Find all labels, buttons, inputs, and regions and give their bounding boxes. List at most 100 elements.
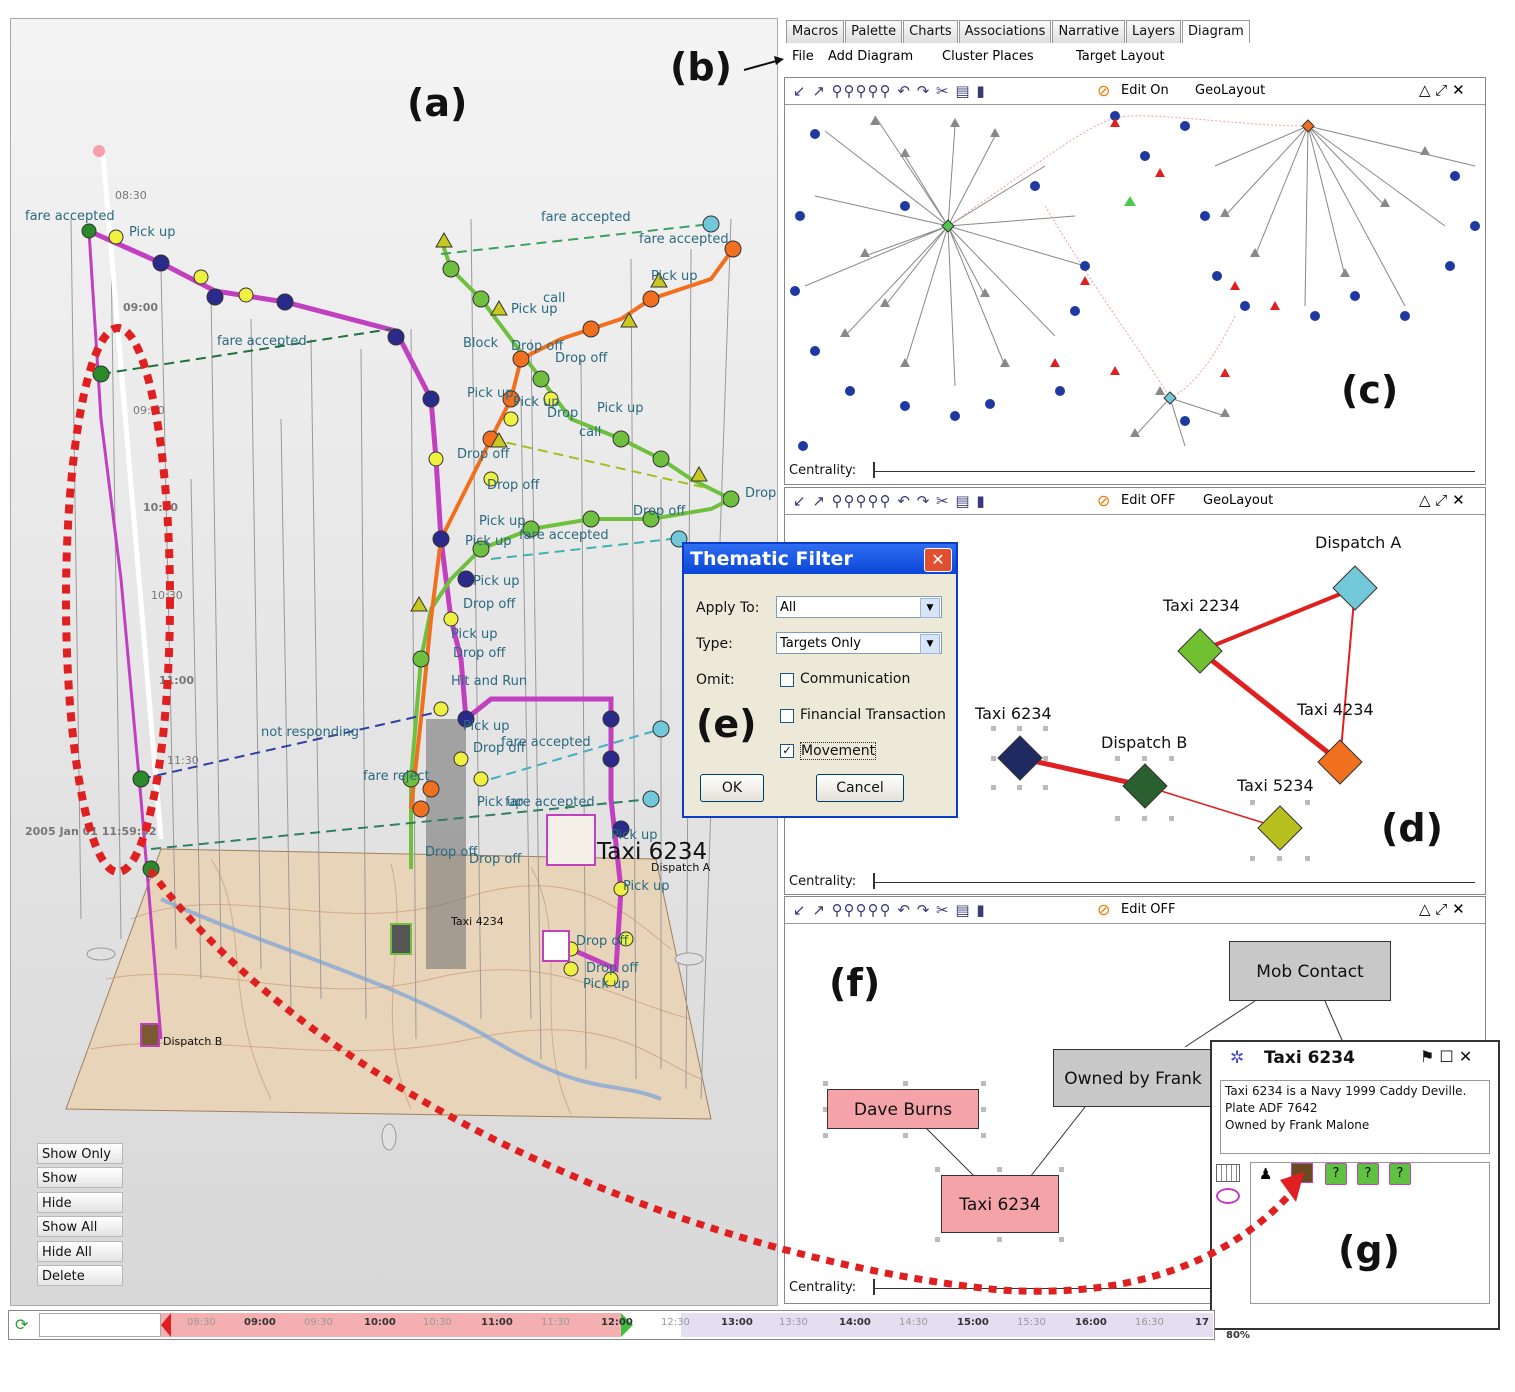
event-label[interactable]: fare accepted (639, 232, 729, 247)
taxi-6234-3d-label[interactable]: Taxi 6234 (597, 839, 708, 865)
person-icon[interactable]: ♟ (1259, 1165, 1273, 1183)
unknown-icon[interactable]: ? (1357, 1163, 1379, 1185)
delete-button[interactable]: Delete (37, 1265, 123, 1286)
time-slider[interactable]: ⟳ 08:30 09:00 09:30 10:00 10:30 11:00 11… (8, 1310, 1215, 1340)
taxi-6234-node[interactable]: Taxi 6234 (941, 1175, 1059, 1233)
edit-toggle[interactable]: Edit On (1121, 83, 1169, 98)
taxi-4234-3d-label[interactable]: Taxi 4234 (451, 915, 504, 928)
ellipse-icon[interactable] (1216, 1188, 1240, 1204)
event-label[interactable]: fare accepted (541, 210, 631, 225)
event-label[interactable]: Drop off (453, 646, 506, 661)
chevron-down-icon[interactable]: ▼ (920, 634, 940, 654)
event-label[interactable]: fare accepted (217, 334, 307, 349)
event-label[interactable]: Pick up (465, 534, 512, 549)
type-select[interactable]: Targets Only ▼ (776, 632, 942, 654)
event-label[interactable]: Pick up (467, 386, 514, 401)
centrality-slider[interactable] (873, 1288, 1213, 1289)
tab-associations[interactable]: Associations (958, 20, 1052, 43)
event-label[interactable]: fare accepted (501, 735, 591, 750)
mob-contact-node[interactable]: Mob Contact (1229, 941, 1391, 1001)
3d-scene[interactable] (11, 19, 777, 1305)
cancel-button[interactable]: Cancel (816, 774, 904, 802)
target-graph[interactable] (785, 488, 1485, 868)
event-label[interactable]: call (543, 291, 566, 306)
centrality-slider-handle[interactable] (873, 462, 875, 478)
window-controls[interactable]: △ ⤢ ✕ (1419, 81, 1465, 99)
window-controls[interactable]: ⚑ ☐ ✕ (1420, 1047, 1473, 1066)
event-label[interactable]: Drop (547, 406, 579, 421)
centrality-slider[interactable] (873, 882, 1475, 883)
edit-icon[interactable]: ⊘ (1097, 81, 1111, 100)
dave-burns-node[interactable]: Dave Burns (827, 1089, 979, 1129)
owned-by-node[interactable]: Owned by Frank (1053, 1049, 1213, 1107)
event-label[interactable]: fare reject (363, 769, 430, 784)
hide-button[interactable]: Hide (37, 1192, 123, 1213)
event-label[interactable]: fare accepted (25, 209, 115, 224)
event-label[interactable]: Pick up (597, 401, 644, 416)
event-label[interactable]: Hit and Run (451, 674, 528, 689)
event-label[interactable]: Pick up (479, 514, 526, 529)
financial-transaction-checkbox[interactable] (780, 709, 794, 723)
event-label[interactable]: Pick up (611, 828, 658, 843)
event-label[interactable]: Drop off (586, 961, 639, 976)
dispatch-a-3d-label[interactable]: Dispatch A (651, 861, 711, 874)
event-label[interactable]: fare accepted (505, 795, 595, 810)
time-input[interactable] (39, 1313, 161, 1337)
3d-timeline-view[interactable]: 08:30 09:00 09:30 10:00 10:30 11:00 11:3… (10, 18, 778, 1306)
tab-layers[interactable]: Layers (1125, 20, 1182, 43)
event-label[interactable]: Drop off (555, 351, 608, 366)
event-label[interactable]: not responding (261, 725, 360, 740)
menu-add-diagram[interactable]: Add Diagram (828, 49, 914, 64)
event-label[interactable]: Drop off (511, 339, 564, 354)
layout-label[interactable]: GeoLayout (1203, 493, 1274, 508)
event-label[interactable]: Drop off (457, 447, 510, 462)
hide-all-button[interactable]: Hide All (37, 1241, 123, 1262)
menu-target-layout[interactable]: Target Layout (1076, 49, 1165, 64)
event-label[interactable]: Drop off (469, 852, 522, 867)
toolbar-icons[interactable]: ↙ ↗ ⚲⚲⚲⚲⚲ ↶ ↷ ✂ ▤ ▮ (793, 492, 986, 510)
show-all-button[interactable]: Show All (37, 1216, 123, 1237)
window-controls[interactable]: △ ⤢ ✕ (1419, 900, 1465, 918)
event-label[interactable]: Drop off (576, 934, 629, 949)
tab-narrative[interactable]: Narrative (1052, 20, 1125, 43)
event-label[interactable]: Pick up (513, 395, 560, 410)
event-label[interactable]: Pick up (583, 977, 630, 992)
network-graph[interactable] (785, 106, 1485, 458)
dispatch-b-3d-label[interactable]: Dispatch B (163, 1035, 223, 1048)
event-label[interactable]: Drop off (463, 597, 516, 612)
unknown-icon[interactable]: ? (1389, 1163, 1411, 1185)
event-label[interactable]: Pick up (477, 795, 524, 810)
event-label[interactable]: Pick up (511, 302, 558, 317)
menu-cluster-places[interactable]: Cluster Places (942, 49, 1034, 64)
event-label[interactable]: Pick up (451, 627, 498, 642)
unknown-icon[interactable]: ? (1325, 1163, 1347, 1185)
event-label[interactable]: call (579, 425, 602, 440)
event-label[interactable]: Pick up (473, 574, 520, 589)
network-diagram-pane[interactable]: ↙ ↗ ⚲⚲⚲⚲⚲ ↶ ↷ ✂ ▤ ▮ ⊘ Edit On GeoLayout … (784, 77, 1486, 485)
centrality-slider[interactable] (873, 471, 1475, 472)
centrality-slider-handle[interactable] (873, 873, 875, 889)
event-label[interactable]: Pick up (129, 225, 176, 240)
future-time-range[interactable] (681, 1313, 1213, 1337)
range-start-handle[interactable] (161, 1313, 171, 1337)
event-label[interactable]: Drop off (473, 741, 526, 756)
tab-diagram[interactable]: Diagram (1182, 20, 1250, 43)
event-label[interactable]: Pick up (623, 879, 670, 894)
chevron-down-icon[interactable]: ▼ (920, 598, 940, 618)
ok-button[interactable]: OK (700, 774, 764, 802)
event-label[interactable]: Pick up (651, 269, 698, 284)
centrality-slider-handle[interactable] (873, 1279, 875, 1295)
event-label[interactable]: Drop off (633, 504, 686, 519)
refresh-icon[interactable]: ⟳ (15, 1315, 29, 1334)
event-label[interactable]: Drop off (425, 845, 478, 860)
window-controls[interactable]: △ ⤢ ✕ (1419, 491, 1465, 509)
event-label[interactable]: Drop (745, 486, 777, 501)
event-label[interactable]: Block (463, 336, 499, 351)
selected-time-range[interactable] (161, 1313, 621, 1337)
info-description[interactable]: Taxi 6234 is a Navy 1999 Caddy Deville. … (1220, 1080, 1490, 1154)
movement-checkbox[interactable]: ✓ (780, 744, 794, 758)
tab-palette[interactable]: Palette (845, 20, 903, 43)
photo-icon[interactable] (1291, 1163, 1313, 1183)
layout-label[interactable]: GeoLayout (1195, 83, 1266, 98)
event-label[interactable]: Pick up (463, 719, 510, 734)
